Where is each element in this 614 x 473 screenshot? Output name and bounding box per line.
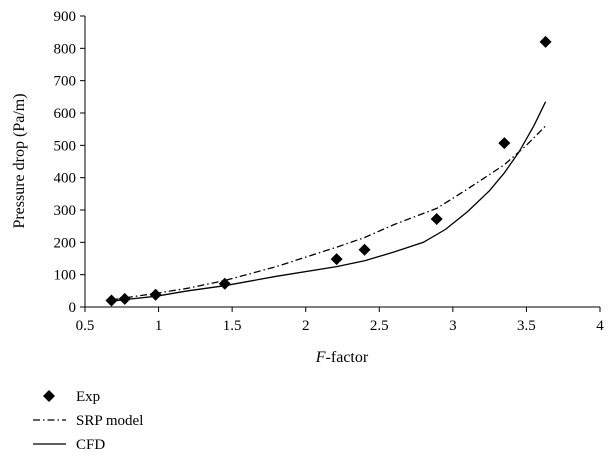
x-tick-label: 1.5 xyxy=(223,318,242,334)
x-tick-label: 0.5 xyxy=(76,318,95,334)
x-axis-label: F-factor xyxy=(315,349,369,366)
y-tick-label: 100 xyxy=(54,268,77,284)
y-tick-label: 400 xyxy=(54,171,77,187)
y-axis-label: Pressure drop (Pa/m) xyxy=(11,93,28,228)
y-tick-label: 800 xyxy=(54,41,77,57)
y-tick-label: 0 xyxy=(69,300,77,316)
y-tick-label: 600 xyxy=(54,106,77,122)
y-axis-ticks: 0 100 200 300 400 500 600 700 800 900 xyxy=(54,9,86,316)
x-tick-label: 2 xyxy=(302,318,310,334)
x-axis-ticks: 0.5 1 1.5 2 2.5 3 3.5 4 xyxy=(76,307,605,334)
x-tick-label: 3 xyxy=(449,318,457,334)
legend-cfd-label: CFD xyxy=(76,437,105,453)
exp-point xyxy=(359,244,371,256)
legend-exp-marker xyxy=(43,390,55,402)
legend-srp-model-label: SRP model xyxy=(76,413,143,429)
x-tick-label: 2.5 xyxy=(370,318,389,334)
exp-point xyxy=(431,213,443,225)
cfd-line xyxy=(112,102,546,302)
y-tick-label: 700 xyxy=(54,74,77,90)
y-tick-label: 300 xyxy=(54,203,77,219)
x-tick-label: 3.5 xyxy=(517,318,536,334)
y-tick-label: 500 xyxy=(54,138,77,154)
x-tick-label: 1 xyxy=(155,318,163,334)
y-tick-label: 200 xyxy=(54,235,77,251)
exp-point xyxy=(331,253,343,265)
exp-point xyxy=(498,137,510,149)
axes xyxy=(85,16,600,307)
legend: Exp SRP model CFD xyxy=(33,389,143,453)
x-axis-label-italic: F xyxy=(315,349,326,366)
plot-area xyxy=(105,36,551,307)
exp-point xyxy=(150,289,162,301)
x-axis-label-rest: -factor xyxy=(326,349,369,366)
y-tick-label: 900 xyxy=(54,9,77,25)
srp-model-line xyxy=(112,126,546,300)
legend-exp-label: Exp xyxy=(76,389,100,405)
exp-point xyxy=(540,36,552,48)
x-tick-label: 4 xyxy=(596,318,604,334)
